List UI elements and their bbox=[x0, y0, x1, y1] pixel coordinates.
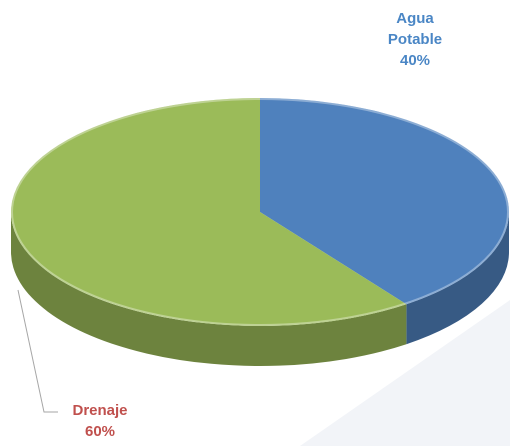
category-label: Drenaje bbox=[72, 402, 128, 419]
slice bbox=[10, 98, 407, 326]
category-label: Agua Potable bbox=[387, 10, 443, 48]
slice-label: Drenaje 60% bbox=[55, 400, 145, 442]
rim-highlight bbox=[11, 98, 509, 326]
slice bbox=[260, 98, 509, 305]
background-band bbox=[300, 300, 510, 446]
slice-side bbox=[10, 212, 407, 367]
value-label: 40% bbox=[399, 52, 431, 69]
leader-line bbox=[17, 289, 58, 413]
slice-side bbox=[406, 212, 509, 345]
slice-label: Agua Potable 40% bbox=[370, 8, 460, 71]
value-label: 60% bbox=[84, 423, 116, 440]
